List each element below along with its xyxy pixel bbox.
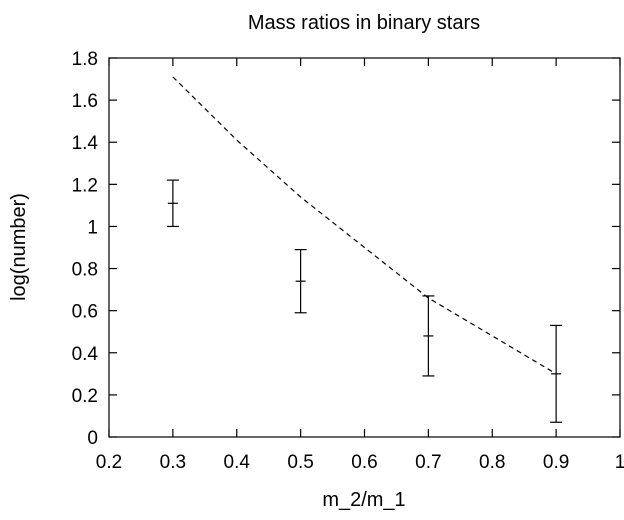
x-tick-label: 0.6 bbox=[351, 452, 377, 473]
data-point bbox=[550, 324, 563, 423]
y-tick-label: 0.4 bbox=[72, 344, 99, 365]
y-tick-label: 1 bbox=[87, 217, 98, 238]
model-line bbox=[172, 76, 557, 375]
x-tick-label: 0.7 bbox=[415, 452, 441, 473]
chart-title: Mass ratios in binary stars bbox=[248, 12, 480, 34]
y-tick-label: 0.2 bbox=[72, 386, 98, 407]
data-point bbox=[294, 249, 307, 314]
x-tick-label: 0.4 bbox=[224, 452, 251, 473]
y-tick-label: 0 bbox=[87, 428, 98, 449]
y-tick-label: 1.4 bbox=[72, 133, 99, 154]
data-point bbox=[422, 295, 435, 377]
y-tick-label: 0.6 bbox=[72, 302, 98, 323]
y-tick-label: 0.8 bbox=[72, 260, 98, 281]
y-axis-label: log(number) bbox=[8, 193, 30, 301]
plot-area: 0.2 0.3 0.4 0.5 0.6 0.7 0.8 0.9 1 0 0.2 0.4 0.6 0.8 1 1… bbox=[72, 49, 624, 473]
y-tick-label: 1.8 bbox=[72, 49, 98, 70]
x-tick-label: 0.9 bbox=[543, 452, 569, 473]
x-tick-label: 0.2 bbox=[96, 452, 122, 473]
x-tick-label: 1 bbox=[615, 452, 624, 473]
x-tick-label: 0.3 bbox=[160, 452, 186, 473]
y-tick-label: 1.2 bbox=[72, 175, 98, 196]
x-tick-label: 0.5 bbox=[287, 452, 313, 473]
x-axis-label: m_2/m_1 bbox=[322, 489, 405, 511]
y-tick-label: 1.6 bbox=[72, 91, 98, 112]
x-tick-label: 0.8 bbox=[479, 452, 505, 473]
data-point bbox=[166, 179, 179, 228]
